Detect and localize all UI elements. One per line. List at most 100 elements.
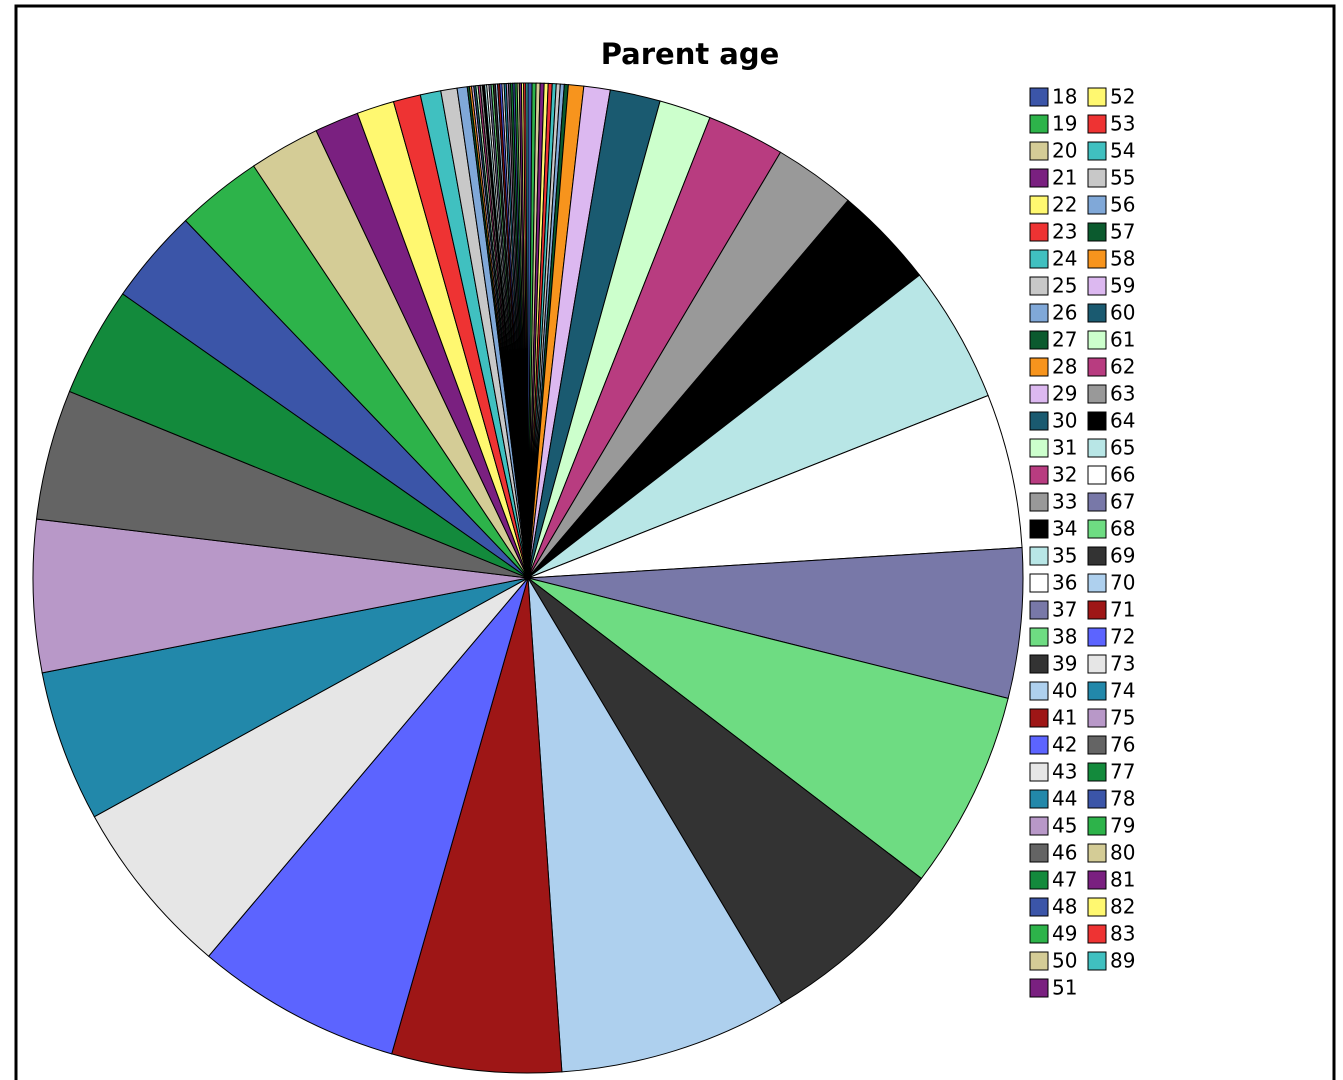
legend-swatch	[1029, 357, 1049, 377]
pie-slice	[93, 577, 529, 957]
legend-label: 27	[1052, 328, 1077, 352]
legend-swatch	[1087, 141, 1107, 161]
legend-swatch	[1087, 465, 1107, 485]
legend-swatch	[1087, 762, 1107, 782]
legend-label: 18	[1052, 85, 1077, 109]
legend-swatch	[1087, 249, 1107, 269]
legend-label: 65	[1110, 436, 1135, 460]
legend-label: 28	[1052, 355, 1077, 379]
legend-swatch	[1029, 546, 1049, 566]
legend-swatch	[1087, 195, 1107, 215]
legend-label: 67	[1110, 490, 1135, 514]
legend-swatch	[1029, 303, 1049, 323]
pie-slice	[32, 518, 529, 674]
pie-slice	[41, 577, 529, 818]
pie-slice	[207, 577, 529, 1055]
legend-label: 31	[1052, 436, 1077, 460]
legend-label: 74	[1110, 679, 1135, 703]
legend-swatch	[1029, 654, 1049, 674]
legend-label: 68	[1110, 517, 1135, 541]
legend-label: 55	[1110, 166, 1135, 190]
legend-label: 21	[1052, 166, 1077, 190]
legend-label: 82	[1110, 895, 1135, 919]
legend-label: 42	[1052, 733, 1077, 757]
legend-label: 73	[1110, 652, 1135, 676]
legend-label: 72	[1110, 625, 1135, 649]
legend-swatch	[1087, 492, 1107, 512]
legend-label: 50	[1052, 949, 1077, 973]
legend-swatch	[1087, 87, 1107, 107]
legend-swatch	[1029, 978, 1049, 998]
chart-title: Parent age	[601, 37, 780, 71]
legend-swatch	[1029, 681, 1049, 701]
legend-swatch	[1087, 654, 1107, 674]
legend-swatch	[1087, 735, 1107, 755]
legend-swatch	[1087, 276, 1107, 296]
legend-label: 52	[1110, 85, 1135, 109]
pie-slice	[527, 577, 783, 1073]
legend-label: 89	[1110, 949, 1135, 973]
legend-label: 32	[1052, 463, 1077, 487]
legend-swatch	[1029, 843, 1049, 863]
legend-swatch	[1029, 411, 1049, 431]
legend-swatch	[1029, 114, 1049, 134]
legend-swatch	[1087, 789, 1107, 809]
legend-label: 54	[1110, 139, 1135, 163]
legend-swatch	[1087, 384, 1107, 404]
legend-swatch	[1029, 789, 1049, 809]
pie-slice	[391, 577, 563, 1074]
legend-label: 71	[1110, 598, 1135, 622]
legend-label: 60	[1110, 301, 1135, 325]
legend-label: 29	[1052, 382, 1077, 406]
legend-label: 41	[1052, 706, 1077, 730]
legend-swatch	[1087, 816, 1107, 836]
legend-label: 69	[1110, 544, 1135, 568]
legend-label: 49	[1052, 922, 1077, 946]
legend-swatch	[1087, 897, 1107, 917]
legend-swatch	[1029, 735, 1049, 755]
legend-label: 47	[1052, 868, 1077, 892]
legend-label: 30	[1052, 409, 1077, 433]
legend-swatch	[1029, 600, 1049, 620]
pie-slice	[527, 577, 1009, 880]
legend-label: 78	[1110, 787, 1135, 811]
legend-label: 26	[1052, 301, 1077, 325]
pie-slice	[527, 547, 1024, 699]
legend-label: 48	[1052, 895, 1077, 919]
legend-label: 58	[1110, 247, 1135, 271]
legend-label: 57	[1110, 220, 1135, 244]
legend-swatch	[1087, 627, 1107, 647]
legend-swatch	[1087, 438, 1107, 458]
legend-label: 62	[1110, 355, 1135, 379]
legend-label: 53	[1110, 112, 1135, 136]
legend-label: 38	[1052, 625, 1077, 649]
legend-label: 35	[1052, 544, 1077, 568]
legend-swatch	[1029, 438, 1049, 458]
legend-swatch	[1029, 465, 1049, 485]
legend-label: 34	[1052, 517, 1077, 541]
legend-label: 81	[1110, 868, 1135, 892]
legend-label: 56	[1110, 193, 1135, 217]
legend-swatch	[1029, 168, 1049, 188]
legend-label: 66	[1110, 463, 1135, 487]
legend-label: 70	[1110, 571, 1135, 595]
legend-label: 24	[1052, 247, 1077, 271]
legend-label: 19	[1052, 112, 1077, 136]
legend-swatch	[1087, 168, 1107, 188]
legend-swatch	[1029, 141, 1049, 161]
legend-label: 39	[1052, 652, 1077, 676]
legend-swatch	[1029, 195, 1049, 215]
legend-label: 63	[1110, 382, 1135, 406]
legend-swatch	[1029, 330, 1049, 350]
legend-swatch	[1029, 276, 1049, 296]
legend-label: 79	[1110, 814, 1135, 838]
legend-label: 37	[1052, 598, 1077, 622]
legend-swatch	[1029, 222, 1049, 242]
legend-swatch	[1087, 546, 1107, 566]
legend-swatch	[1087, 600, 1107, 620]
legend-swatch	[1087, 708, 1107, 728]
legend-label: 40	[1052, 679, 1077, 703]
legend-swatch	[1029, 708, 1049, 728]
legend-swatch	[1087, 330, 1107, 350]
legend-swatch	[1087, 951, 1107, 971]
